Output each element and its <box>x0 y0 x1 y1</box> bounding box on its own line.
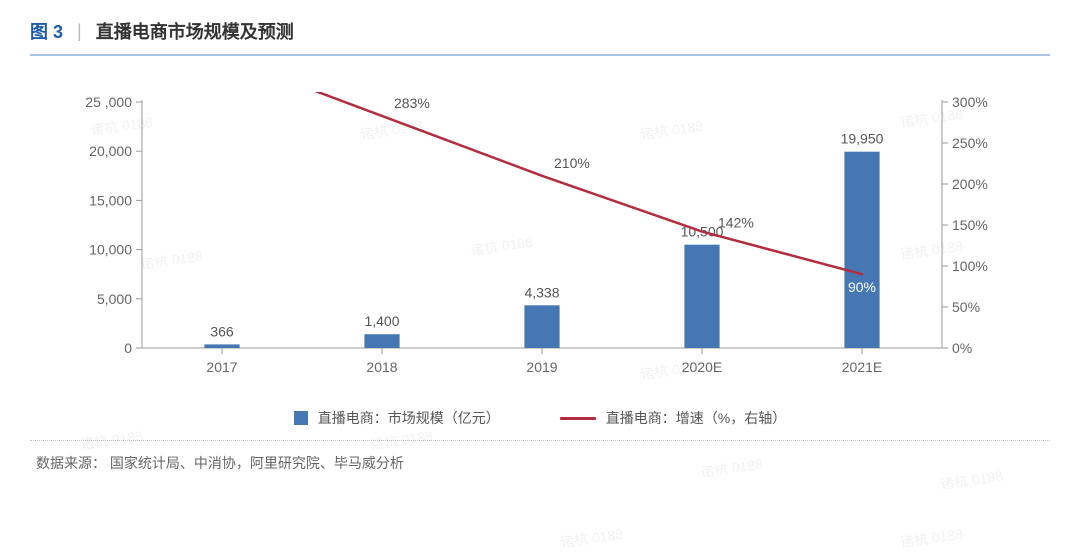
svg-text:5,000: 5,000 <box>97 291 132 307</box>
svg-text:25 ,000: 25 ,000 <box>85 94 132 110</box>
chart-svg: 0 5,000 10,000 15,000 20,000 25 ,000 0% 50% 100%… <box>70 92 1020 388</box>
svg-text:19,950: 19,950 <box>841 131 884 147</box>
legend-bar-swatch <box>294 411 308 425</box>
legend-line-swatch <box>560 417 596 420</box>
svg-text:366: 366 <box>210 323 234 339</box>
svg-text:300%: 300% <box>952 94 988 110</box>
svg-text:2021E: 2021E <box>842 359 882 375</box>
svg-text:142%: 142% <box>718 215 754 231</box>
svg-text:210%: 210% <box>554 155 590 171</box>
dotted-separator <box>30 440 1050 441</box>
svg-text:2019: 2019 <box>526 359 557 375</box>
chart-area: 0 5,000 10,000 15,000 20,000 25 ,000 0% 50% 100%… <box>30 92 1050 388</box>
source-prefix: 数据来源： <box>36 455 106 471</box>
chart-header: 图 3 | 直播电商市场规模及预测 <box>30 18 1050 56</box>
legend: 直播电商：市场规模（亿元） 直播电商：增速（%，右轴） <box>30 408 1050 428</box>
svg-text:15,000: 15,000 <box>89 192 132 208</box>
svg-text:1,400: 1,400 <box>364 313 399 329</box>
legend-item-bar: 直播电商：市场规模（亿元） <box>294 408 500 428</box>
svg-text:283%: 283% <box>394 95 430 111</box>
container: 图 3 | 直播电商市场规模及预测 0 5,000 10,000 15,000 20,0… <box>0 0 1080 473</box>
svg-text:250%: 250% <box>952 135 988 151</box>
svg-text:150%: 150% <box>952 217 988 233</box>
figure-title: 直播电商市场规模及预测 <box>96 18 294 44</box>
svg-text:90%: 90% <box>848 279 876 295</box>
svg-text:2018: 2018 <box>366 359 397 375</box>
svg-text:200%: 200% <box>952 176 988 192</box>
svg-text:0%: 0% <box>952 340 972 356</box>
legend-bar-label: 直播电商：市场规模（亿元） <box>318 408 500 428</box>
svg-text:100%: 100% <box>952 258 988 274</box>
source-line: 数据来源： 国家统计局、中消协，阿里研究院、毕马威分析 <box>30 453 1050 473</box>
legend-item-line: 直播电商：增速（%，右轴） <box>560 408 786 428</box>
header-divider: | <box>77 21 82 42</box>
svg-text:4,338: 4,338 <box>524 284 559 300</box>
svg-text:2017: 2017 <box>206 359 237 375</box>
figure-label: 图 3 <box>30 18 63 44</box>
svg-text:2020E: 2020E <box>682 359 722 375</box>
svg-text:0: 0 <box>124 340 132 356</box>
svg-text:20,000: 20,000 <box>89 143 132 159</box>
source-text: 国家统计局、中消协，阿里研究院、毕马威分析 <box>110 455 404 471</box>
svg-text:10,000: 10,000 <box>89 242 132 258</box>
svg-text:50%: 50% <box>952 299 980 315</box>
legend-line-label: 直播电商：增速（%，右轴） <box>606 408 786 428</box>
